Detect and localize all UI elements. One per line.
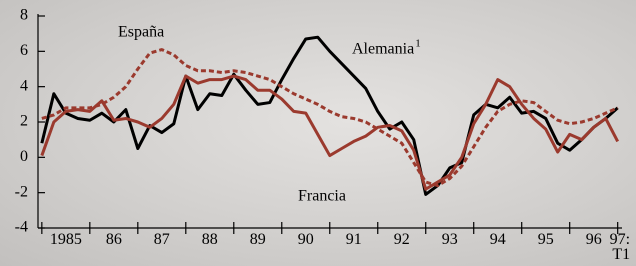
y-tick-label: 2	[20, 113, 28, 130]
series-label: Alemania	[352, 41, 414, 58]
chart: -4 -2 0 2 4 6 8 Alemania1 Francia España	[0, 0, 636, 266]
x-tick-label: 92	[394, 232, 410, 247]
series-label-note: 1	[415, 38, 421, 50]
x-tick-label: 87	[154, 232, 170, 247]
x-tick-label: 93	[442, 232, 458, 247]
x-tick-label: 94	[490, 232, 506, 247]
x-tick-label: 88	[202, 232, 218, 247]
series-label: Francia	[298, 188, 346, 205]
x-tick-label: 97: T1	[610, 232, 630, 262]
x-tick-label: 89	[250, 232, 266, 247]
y-tick-label: -4	[15, 219, 28, 236]
y-tick-label: -2	[15, 183, 28, 200]
y-tick-label: 8	[20, 7, 28, 24]
y-tick-label: 4	[20, 77, 28, 94]
y-tick-label: 6	[20, 42, 28, 59]
x-tick-label: 86	[106, 232, 122, 247]
y-tick-label: 0	[20, 148, 28, 165]
series-label: España	[118, 24, 164, 41]
x-tick-label: 95	[538, 232, 554, 247]
series-line	[42, 76, 618, 189]
chart-container: -4 -2 0 2 4 6 8 Alemania1 Francia España 1985 86 87…	[0, 0, 636, 266]
x-tick-label: 96	[586, 232, 602, 247]
x-tick-label: 91	[346, 232, 362, 247]
x-tick-label: 1985	[50, 232, 82, 247]
x-tick-label: 90	[298, 232, 314, 247]
